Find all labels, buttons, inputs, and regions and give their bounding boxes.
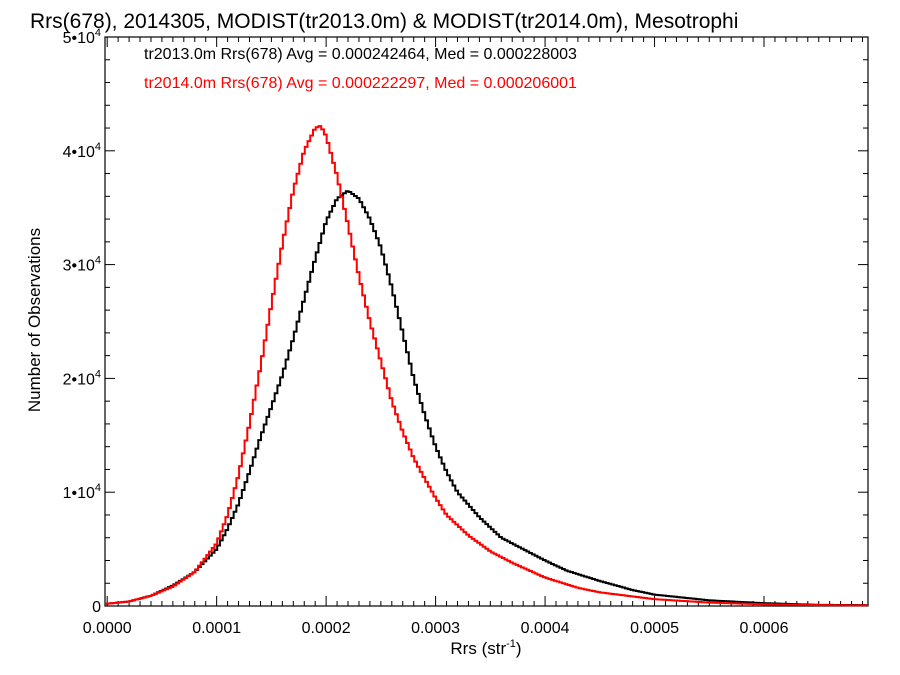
y-tick-label: 4•104 (63, 141, 101, 161)
legend-entry-1: tr2013.0m Rrs(678) Avg = 0.000242464, Me… (144, 46, 577, 63)
y-tick-label: 0 (92, 599, 101, 616)
x-axis-label-superscript: -1 (506, 638, 516, 650)
y-tick-label-base: 0 (92, 599, 101, 616)
y-tick-label-base: 4•10 (63, 144, 95, 161)
x-tick-label: 0.0005 (630, 620, 679, 637)
series-line-2 (105, 125, 868, 607)
chart-title: Rrs(678), 2014305, MODIST(tr2013.0m) & M… (30, 10, 738, 33)
y-tick-label-base: 3•10 (63, 258, 95, 275)
plot-area (104, 36, 869, 607)
series-line-1 (105, 190, 868, 607)
y-tick-label-exponent: 4 (95, 141, 101, 153)
plot-frame (104, 36, 869, 607)
y-tick-label-base: 5•10 (63, 30, 95, 47)
y-tick-label-exponent: 4 (95, 482, 101, 494)
y-tick-label: 1•104 (63, 482, 101, 502)
legend: tr2013.0m Rrs(678) Avg = 0.000242464, Me… (144, 46, 577, 92)
x-tick-label: 0.0003 (411, 620, 460, 637)
y-tick-label: 2•104 (63, 368, 101, 388)
y-tick-label-base: 2•10 (63, 371, 95, 388)
y-tick-label-exponent: 4 (95, 27, 101, 39)
x-axis-label-main: Rrs (str (450, 639, 506, 658)
series-lines (105, 125, 868, 607)
x-tick-label: 0.0006 (740, 620, 789, 637)
x-axis-label-end: ) (516, 639, 522, 658)
x-tick-label: 0.0000 (83, 620, 132, 637)
y-tick-label: 3•104 (63, 255, 101, 275)
y-tick-label: 5•104 (63, 27, 101, 47)
y-tick-label-exponent: 4 (95, 368, 101, 380)
axis-ticks (105, 36, 868, 607)
x-tick-labels: 0.0000 0.0001 0.0002 0.0003 0.0004 0.0005 0.00… (83, 620, 789, 637)
x-tick-label: 0.0001 (192, 620, 241, 637)
x-tick-label: 0.0004 (521, 620, 570, 637)
y-tick-label-exponent: 4 (95, 255, 101, 267)
y-tick-label-base: 1•10 (63, 485, 95, 502)
x-axis-label: Rrs (str-1) (450, 638, 521, 658)
x-tick-label: 0.0002 (302, 620, 351, 637)
y-axis-label: Number of Observations (25, 228, 44, 412)
legend-entry-2: tr2014.0m Rrs(678) Avg = 0.000222297, Me… (144, 75, 577, 92)
